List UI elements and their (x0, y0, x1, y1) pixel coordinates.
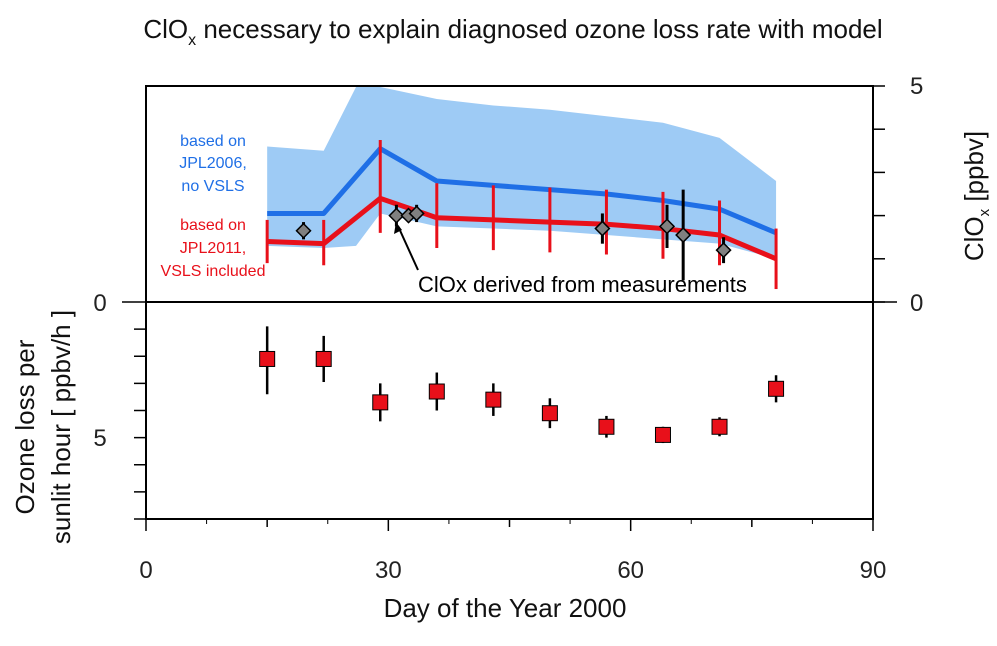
ozone-loss-point-8 (711, 418, 728, 435)
x-tick-label-30: 30 (375, 557, 402, 584)
measurement-point-6 (675, 226, 692, 244)
ozone-loss-point-5 (541, 405, 558, 422)
measurement-point-7 (715, 242, 732, 259)
title-rest: necessary to explain diagnosed ozone los… (196, 14, 883, 44)
x-tick-label-60: 60 (617, 557, 644, 584)
right-axis-title: ClOx [ppbv] (959, 131, 993, 261)
ozone-loss-point-4 (485, 391, 502, 408)
right-axis-tick-0: 0 (910, 290, 923, 317)
bottom-panel-frame (145, 301, 874, 520)
legend-blue: based on JPL2006, no VSLS (179, 133, 247, 195)
bottom-y-tick-5: 5 (93, 425, 106, 452)
legend-blue-line-3: no VSLS (181, 178, 244, 195)
series-line-1 (267, 195, 778, 262)
right-axis-tick-5: 5 (910, 73, 923, 100)
measurement-annotation-arrowhead (394, 222, 402, 234)
measurement-point-4 (594, 220, 611, 237)
top-left-zero-label: 0 (93, 290, 106, 317)
measurement-annotation-arrow (397, 225, 419, 271)
measurement-annotation-label: ClOx derived from measurements (418, 272, 747, 297)
chart-title: ClOx necessary to explain diagnosed ozon… (143, 14, 882, 49)
measurement-point-3 (408, 205, 425, 222)
ozone-loss-point-3 (428, 383, 445, 400)
legend-red-line-1: based on (180, 217, 246, 234)
measurement-point-5 (658, 218, 676, 235)
legend-blue-line-2: JPL2006, (179, 155, 247, 172)
measurement-point-0 (295, 222, 312, 239)
legend-red-line-2: JPL2011, (180, 240, 246, 257)
left-axis-title-line-1: Ozone loss per (10, 339, 40, 514)
title-main: ClO (143, 14, 188, 44)
series-line-0 (267, 146, 778, 236)
ozone-loss-point-7 (654, 426, 671, 443)
ozone-loss-point-0 (259, 350, 276, 367)
x-tick-label-0: 0 (139, 557, 152, 584)
ozone-loss-layer (259, 326, 785, 444)
ozone-loss-point-1 (315, 350, 332, 367)
legend-blue-line-1: based on (180, 133, 246, 150)
legend-red: based on JPL2011, VSLS included (161, 217, 266, 280)
title-sub: x (188, 32, 196, 49)
x-axis-title: Day of the Year 2000 (384, 593, 627, 623)
left-axis-title-line-2: sunlit hour [ ppbv/h ] (46, 310, 76, 544)
legend-red-line-3: VSLS included (161, 263, 266, 280)
axis-layer: 0 30 60 90 (122, 85, 897, 584)
measurement-layer (295, 189, 732, 281)
ozone-loss-point-2 (372, 394, 389, 411)
x-tick-label-90: 90 (860, 557, 887, 584)
ozone-loss-point-9 (768, 380, 785, 397)
ozone-loss-point-6 (598, 418, 615, 435)
